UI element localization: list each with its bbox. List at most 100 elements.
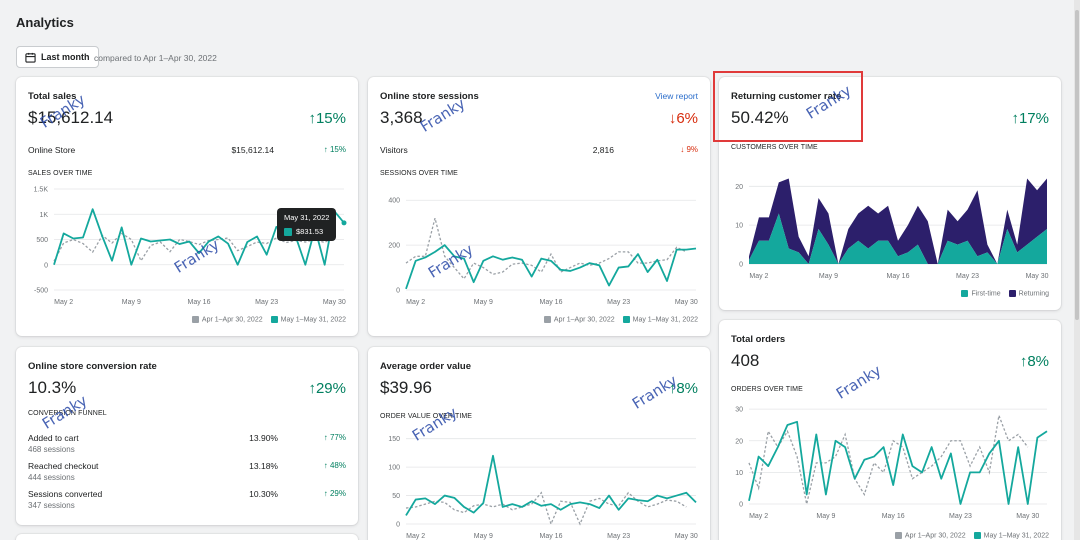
x-tick-label: May 9 — [474, 299, 493, 306]
y-tick-label: 0 — [396, 288, 400, 295]
x-tick-label: May 23 — [956, 273, 979, 280]
y-tick-label: 10 — [735, 223, 743, 230]
card-title: Average order value — [380, 361, 471, 372]
chart-legend: Apr 1–Apr 30, 2022 May 1–May 31, 2022 — [543, 316, 698, 323]
legend-current: May 1–May 31, 2022 — [622, 316, 698, 323]
arrow-up-icon: ↑ — [308, 110, 316, 127]
current-series-line — [748, 420, 1048, 505]
returning-customer-card[interactable]: Returning customer rate 50.42% ↑17% CUST… — [719, 77, 1061, 310]
y-tick-label: 0 — [739, 502, 743, 509]
sessions-delta: ↓6% — [668, 110, 698, 127]
chart-title: ORDER VALUE OVER TIME — [380, 413, 473, 420]
y-tick-label: 150 — [388, 436, 400, 443]
legend-previous: Apr 1–Apr 30, 2022 — [543, 316, 615, 323]
first-time-area — [749, 213, 1047, 264]
x-tick-label: May 16 — [882, 513, 905, 520]
total-orders-card[interactable]: Total orders 408 ↑8% ORDERS OVER TIME 30… — [719, 320, 1061, 540]
orders-chart[interactable]: 30 20 10 0 May 2 May 9 May 16 May 23 May 30 — [719, 400, 1061, 522]
highlight-box — [713, 71, 863, 142]
scrollbar-thumb[interactable] — [1075, 10, 1079, 320]
tooltip-date: May 31, 2022 — [284, 213, 330, 222]
view-report-link[interactable]: View report — [655, 91, 698, 101]
scrollbar[interactable] — [1074, 0, 1080, 540]
card-title: Online store sessions — [380, 91, 479, 102]
chart-title: ORDERS OVER TIME — [731, 386, 803, 393]
row-delta: ↓ 9% — [680, 145, 698, 154]
funnel-delta: ↑ 48% — [323, 461, 346, 470]
sessions-card[interactable]: Online store sessions View report 3,368 … — [368, 77, 710, 336]
row-value: 2,816 — [592, 145, 614, 155]
y-tick-label: 20 — [735, 438, 743, 445]
orders-delta: ↑8% — [1019, 353, 1049, 370]
calendar-icon — [25, 52, 36, 63]
aov-delta: ↑8% — [668, 380, 698, 397]
legend-current: May 1–May 31, 2022 — [270, 316, 346, 323]
conversion-rate-card[interactable]: Online store conversion rate 10.3% ↑29% … — [16, 347, 358, 525]
row-value: $15,612.14 — [231, 145, 274, 155]
arrow-up-icon: ↑ — [668, 380, 677, 397]
average-order-value-card[interactable]: Average order value $39.96 ↑8% ORDER VAL… — [368, 347, 710, 540]
previous-series-line — [405, 218, 687, 280]
funnel-sessions: 468 sessions — [28, 445, 75, 454]
tooltip-value: $831.53 — [296, 227, 324, 236]
date-range-label: Last month — [41, 52, 90, 62]
date-range-button[interactable]: Last month — [16, 46, 99, 68]
chart-legend: Apr 1–Apr 30, 2022 May 1–May 31, 2022 — [191, 316, 346, 323]
funnel-delta: ↑ 77% — [323, 433, 346, 442]
x-tick-label: May 30 — [675, 299, 698, 306]
legend-first-time: First-time — [961, 290, 1001, 297]
total-sales-card[interactable]: Total sales $15,612.14 ↑15% Online Store… — [16, 77, 358, 336]
x-tick-label: May 2 — [749, 273, 768, 280]
funnel-label: Reached checkout — [28, 461, 99, 471]
y-tick-label: 50 — [392, 493, 400, 500]
funnel-delta: ↑ 29% — [323, 489, 346, 498]
card-title: Total sales — [28, 91, 77, 102]
chart-legend: Apr 1–Apr 30, 2022 May 1–May 31, 2022 — [894, 532, 1049, 539]
funnel-sessions: 347 sessions — [28, 501, 75, 510]
customers-chart[interactable]: 20 10 0 May 2 May 9 May 16 May 23 May 30 — [719, 157, 1061, 282]
chart-legend: First-time Returning — [961, 290, 1049, 297]
x-tick-label: May 2 — [749, 513, 768, 520]
x-tick-label: May 16 — [540, 533, 563, 540]
row-label: Visitors — [380, 145, 408, 155]
y-tick-label: 30 — [735, 407, 743, 414]
previous-series-line — [53, 232, 335, 263]
returning-area — [749, 178, 1047, 264]
arrow-up-icon: ↑ — [1019, 353, 1028, 370]
funnel-label: Added to cart — [28, 433, 79, 443]
sessions-chart[interactable]: 400 200 0 May 2 May 9 May 16 May 23 May 30 — [368, 183, 710, 308]
aov-chart[interactable]: 150 100 50 0 May 2 May 9 May 16 May 23 May 30 — [368, 427, 710, 540]
card-title: Online store conversion rate — [28, 361, 157, 372]
aov-value: $39.96 — [380, 378, 432, 397]
legend-returning: Returning — [1008, 290, 1049, 297]
x-tick-label: May 23 — [607, 533, 630, 540]
partial-card — [16, 534, 358, 540]
x-tick-label: May 16 — [887, 273, 910, 280]
x-tick-label: May 9 — [122, 299, 141, 306]
returning-value: 50.42% — [731, 108, 789, 127]
arrow-down-icon: ↓ — [668, 110, 677, 127]
current-series-line — [405, 454, 697, 516]
sales-chart[interactable]: 1.5K 1K 500 0 -500 May 2 May 9 May 16 May 23 May … — [16, 183, 358, 308]
series-swatch — [284, 227, 292, 236]
funnel-pct: 10.30% — [249, 489, 278, 499]
y-tick-label: -500 — [34, 288, 48, 295]
data-point-marker — [341, 220, 347, 226]
x-tick-label: May 30 — [1026, 273, 1049, 280]
chart-title: CUSTOMERS OVER TIME — [731, 144, 818, 151]
y-tick-label: 500 — [36, 237, 48, 244]
y-tick-label: 0 — [396, 522, 400, 529]
x-tick-label: May 30 — [1016, 513, 1039, 520]
x-tick-label: May 23 — [607, 299, 630, 306]
total-sales-delta: ↑15% — [308, 110, 346, 127]
x-tick-label: May 2 — [406, 299, 425, 306]
previous-series-line — [405, 491, 687, 526]
y-tick-label: 200 — [388, 243, 400, 250]
y-tick-label: 20 — [735, 184, 743, 191]
funnel-sessions: 444 sessions — [28, 473, 75, 482]
card-title: Total orders — [731, 334, 786, 345]
legend-previous: Apr 1–Apr 30, 2022 — [894, 532, 966, 539]
y-tick-label: 10 — [735, 470, 743, 477]
x-tick-label: May 23 — [255, 299, 278, 306]
y-tick-label: 0 — [739, 262, 743, 269]
